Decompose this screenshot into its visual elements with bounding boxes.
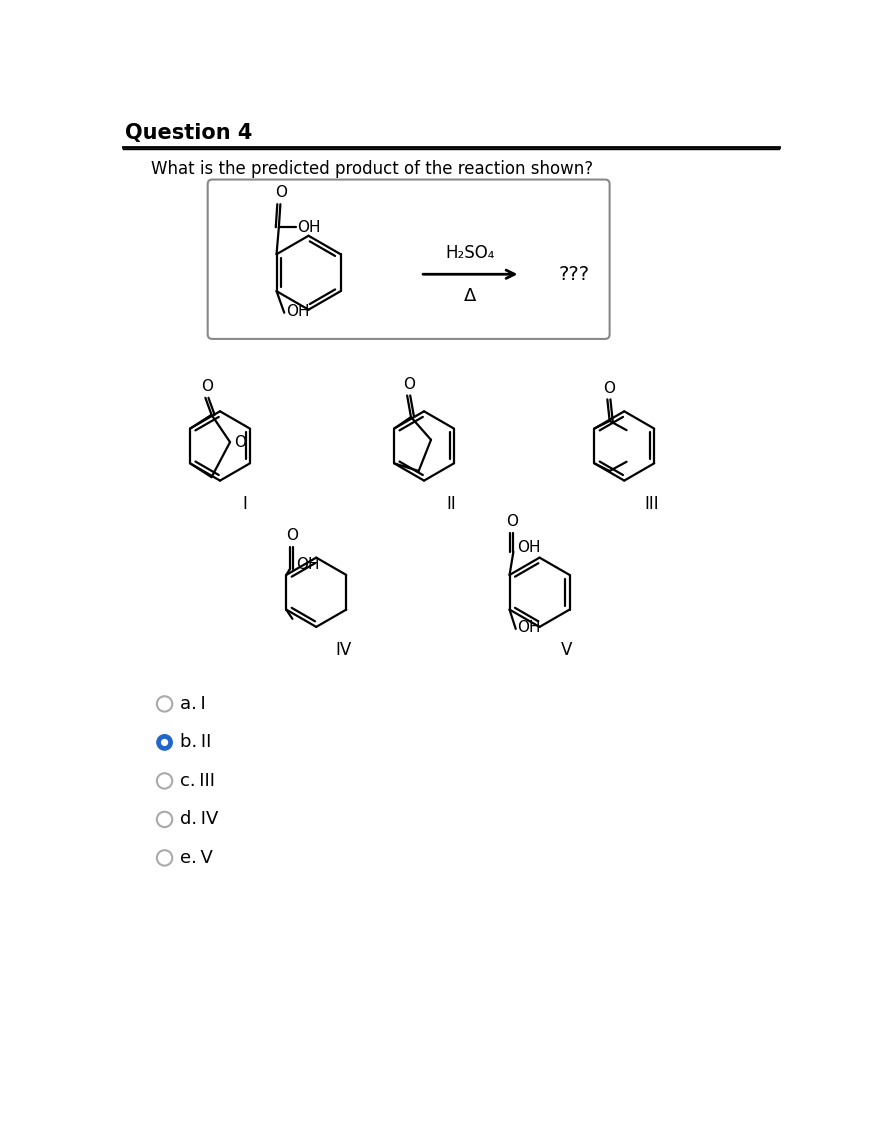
Text: OH: OH [517,541,540,555]
Text: O: O [201,379,213,395]
Text: O: O [506,514,517,528]
Text: OH: OH [286,305,309,319]
FancyBboxPatch shape [208,180,610,339]
Text: O: O [286,528,297,543]
Text: O: O [275,185,287,200]
Text: c. III: c. III [180,772,215,790]
Text: I: I [242,495,247,513]
Text: O: O [603,381,615,396]
Text: IV: IV [335,641,351,659]
Text: OH: OH [297,558,319,572]
Circle shape [162,740,167,745]
Text: What is the predicted product of the reaction shown?: What is the predicted product of the rea… [150,160,593,178]
Text: a. I: a. I [180,695,206,713]
Text: OH: OH [297,220,321,235]
Text: e. V: e. V [180,849,213,867]
Text: O: O [234,435,246,450]
Text: H₂SO₄: H₂SO₄ [445,244,495,262]
Text: b. II: b. II [180,734,211,752]
Text: d. IV: d. IV [180,810,218,828]
Text: III: III [644,495,658,513]
Text: Δ: Δ [464,287,476,305]
Text: O: O [403,377,414,391]
Circle shape [157,735,172,750]
Text: Question 4: Question 4 [125,124,252,144]
Text: V: V [561,641,572,659]
Text: OH: OH [517,619,540,635]
Text: II: II [446,495,456,513]
Text: ???: ??? [559,265,590,283]
